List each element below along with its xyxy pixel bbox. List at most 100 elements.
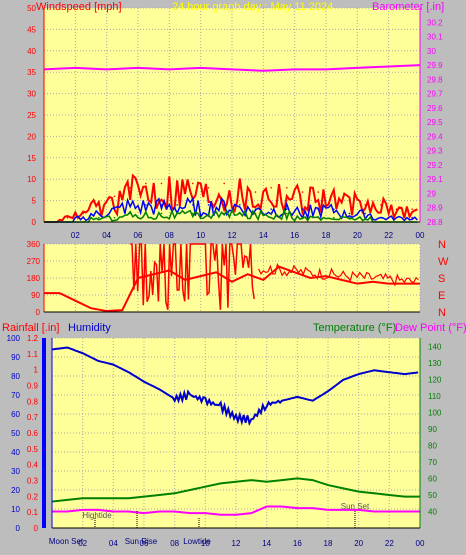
humidity-tick-label: 20	[11, 486, 20, 495]
temperature-tick-label: 50	[428, 491, 437, 500]
data-point	[333, 208, 335, 210]
y-tick-label: 50	[27, 4, 36, 13]
event-label-hightide: Hightide	[82, 511, 112, 520]
direction-trace	[258, 262, 419, 287]
humidity-tick-label: 100	[7, 334, 21, 343]
rain-tick-label: 0	[34, 524, 39, 533]
gust-series	[44, 173, 418, 223]
data-point	[317, 216, 319, 219]
barometer-line	[43, 64, 421, 72]
y-tick-label: 270	[27, 257, 41, 266]
data-point	[395, 208, 398, 210]
event-label-lowtide: Lowtide	[183, 537, 211, 546]
temperature-tick-label: 90	[428, 425, 437, 434]
y-tick-label: 360	[27, 240, 41, 249]
x-tick-label: 22	[385, 539, 394, 548]
temperature-tick-label: 80	[428, 441, 437, 450]
rain-title: Rainfall [.in]	[2, 322, 59, 334]
data-point	[207, 212, 210, 215]
temperature-title: Temperature (°F)	[313, 322, 396, 334]
wind-direction-line	[44, 265, 420, 313]
barometer-tick-label: 29.9	[427, 61, 443, 70]
humidity-tick-label: 50	[11, 429, 20, 438]
y-tick-label: 180	[27, 274, 41, 283]
data-point	[239, 204, 241, 206]
data-point	[113, 195, 116, 198]
data-point	[270, 186, 272, 189]
data-point	[129, 212, 131, 215]
data-point	[160, 204, 163, 206]
data-point	[98, 216, 100, 219]
y-tick-label: 40	[27, 47, 36, 56]
data-point	[395, 216, 398, 219]
data-point	[411, 216, 413, 219]
x-tick-label: 00	[416, 539, 425, 548]
y-tick-label: 5	[32, 197, 37, 206]
data-point	[301, 191, 304, 193]
data-point	[286, 212, 288, 215]
data-point	[254, 208, 257, 210]
data-point	[301, 208, 304, 210]
y-tick-label: 0	[36, 308, 41, 317]
dewpoint-title: Dew Point (°F)	[395, 322, 466, 334]
y-tick-label: 35	[27, 68, 36, 77]
data-point	[348, 212, 351, 215]
compass-label: N	[438, 239, 446, 251]
humidity-tick-label: 90	[11, 353, 20, 362]
data-point	[192, 212, 194, 215]
x-tick-label: 16	[293, 539, 302, 548]
barometer-tick-label: 29.7	[427, 90, 443, 99]
rain-tick-label: 0.4	[27, 461, 39, 470]
y-tick-label: 30	[27, 90, 36, 99]
data-point	[129, 186, 131, 189]
event-label-moon-set: Moon Set	[49, 537, 84, 546]
data-point	[66, 216, 69, 219]
data-point	[301, 216, 304, 219]
data-point	[317, 191, 319, 193]
data-point	[286, 186, 288, 189]
data-point	[364, 204, 366, 206]
x-tick-label: 10	[196, 231, 205, 240]
barometer-tick-label: 28.8	[427, 218, 443, 227]
data-point	[207, 186, 210, 189]
y-tick-label: 90	[31, 291, 40, 300]
series-line	[44, 173, 418, 223]
rain-tick-label: 0.8	[27, 397, 39, 406]
x-tick-label: 06	[134, 231, 143, 240]
rain-tick-label: 1.2	[27, 334, 39, 343]
x-tick-label: 02	[71, 231, 80, 240]
data-point	[98, 212, 100, 215]
humidity-tick-label: 30	[11, 467, 20, 476]
humidity-tick-label: 70	[11, 391, 20, 400]
barometer-tick-label: 29.3	[427, 147, 443, 156]
rain-tick-label: 0.7	[27, 413, 39, 422]
wind-title: Windspeed [mph]	[36, 1, 122, 13]
data-point	[129, 204, 131, 206]
data-point	[176, 182, 178, 185]
compass-label: W	[438, 256, 449, 268]
compass-label: N	[438, 307, 446, 319]
data-point	[98, 204, 100, 206]
event-label-sun-set: Sun Set	[341, 502, 370, 511]
data-point	[207, 204, 210, 206]
humidity-tick-label: 60	[11, 410, 20, 419]
barometer-tick-label: 28.9	[427, 204, 443, 213]
rain-tick-label: 0.1	[27, 508, 39, 517]
data-point	[364, 216, 366, 219]
humidity-tick-label: 10	[11, 505, 20, 514]
event-label-sun-rise: Sun Rise	[125, 537, 158, 546]
rain-tick-label: 0.5	[27, 445, 39, 454]
data-point	[239, 212, 241, 215]
barometer-tick-label: 29.5	[427, 118, 443, 127]
x-tick-label: 08	[165, 231, 174, 240]
rain-tick-label: 0.6	[27, 429, 39, 438]
data-point	[270, 208, 272, 210]
temperature-tick-label: 110	[428, 392, 441, 401]
data-point	[333, 216, 335, 219]
data-point	[380, 204, 382, 206]
data-point	[286, 208, 288, 210]
graph-date: 24 hour graph day : May 11 2024	[172, 1, 333, 13]
rain-tick-label: 0.3	[27, 477, 39, 486]
